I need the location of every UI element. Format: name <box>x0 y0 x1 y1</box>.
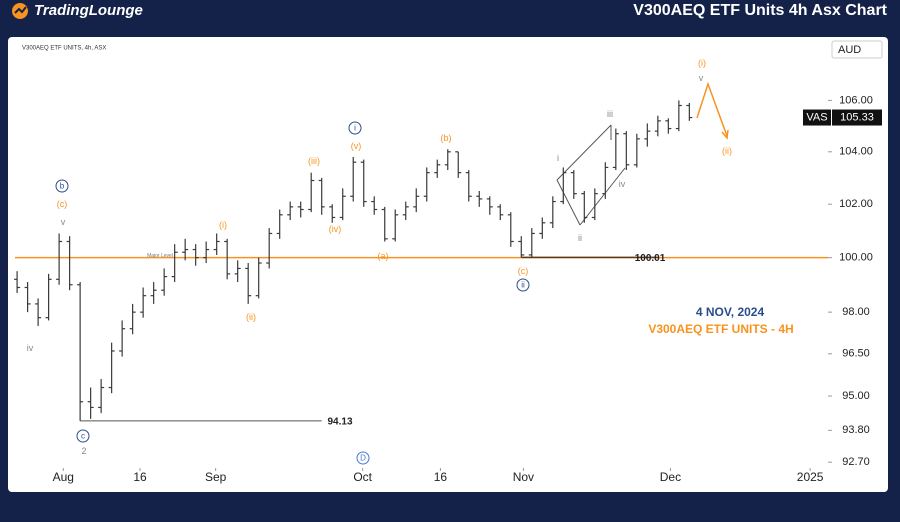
wave-circle <box>76 429 90 443</box>
wave-label: i <box>557 153 559 163</box>
wave-circle <box>348 121 362 135</box>
y-tick-label: 92.70 <box>842 456 870 468</box>
chart-note: V300AEQ ETF UNITS - 4H <box>648 322 793 336</box>
x-tick-label: 2025 <box>797 470 824 484</box>
y-tick-label: 93.80 <box>842 424 870 436</box>
y-tick-label: 95.00 <box>842 390 870 402</box>
x-tick-label: 16 <box>434 470 448 484</box>
wave-label: (iii) <box>308 156 320 166</box>
page-title: V300AEQ ETF Units 4h Asx Chart <box>633 2 887 19</box>
wave-label: D <box>360 454 366 463</box>
wave-label: (c) <box>518 266 529 276</box>
wave-label: b <box>60 182 65 191</box>
level-label: 100.01 <box>635 253 666 264</box>
wave-label: (ii) <box>246 312 256 322</box>
level-label: 94.13 <box>327 417 352 428</box>
wave-label: iv <box>619 179 626 189</box>
wave-label: c <box>81 432 85 441</box>
y-tick-label: 102.00 <box>839 198 873 210</box>
wave-label: (ii) <box>722 146 732 156</box>
arrow-head <box>721 129 729 140</box>
wave-label: (a) <box>378 251 389 261</box>
date-note: 4 NOV, 2024 <box>696 305 765 319</box>
y-tick-label: 98.00 <box>842 306 870 318</box>
wave-label: iii <box>607 109 613 119</box>
symbol-tag <box>803 109 831 126</box>
x-tick-label: 16 <box>133 470 147 484</box>
logo: TradingLounge <box>34 2 143 19</box>
wave-label: v <box>699 73 704 83</box>
chart-panel <box>8 37 888 492</box>
wave-label: (i) <box>698 58 706 68</box>
wave-label: ii <box>578 233 582 243</box>
wave-circle <box>55 179 69 193</box>
wave-label: 2 <box>81 446 86 456</box>
wave-label: v <box>61 217 66 227</box>
channel-line <box>556 179 581 226</box>
wave-circle <box>516 278 530 292</box>
chart-subtitle: V300AEQ ETF UNITS, 4h, ASX <box>22 46 106 52</box>
currency: AUD <box>838 44 861 56</box>
x-tick-label: Aug <box>53 470 74 484</box>
wave-label: i <box>354 124 356 133</box>
x-tick-label: Oct <box>353 470 372 484</box>
y-tick-label: 104.00 <box>839 146 873 158</box>
y-tick-label: 100.00 <box>839 252 873 264</box>
wave-label: (i) <box>219 220 227 230</box>
wave-label: ii <box>521 281 525 290</box>
symbol-label: VAS <box>806 111 827 123</box>
wave-label: (v) <box>351 141 362 151</box>
y-tick-label: 106.00 <box>839 94 873 106</box>
wave-label: (iv) <box>329 224 342 234</box>
currency-box <box>831 40 883 59</box>
x-tick-label: Sep <box>205 470 227 484</box>
logo-mark <box>14 6 27 14</box>
wave-label: (c) <box>57 199 68 209</box>
major-level-label: Major Level <box>147 253 173 259</box>
price-tag <box>832 109 882 126</box>
y-tick-label: 96.50 <box>842 348 870 360</box>
wave-label: (b) <box>441 133 452 143</box>
channel-line <box>579 167 626 226</box>
x-tick-label: Nov <box>513 470 534 484</box>
wave-circle <box>356 451 370 465</box>
channel-line <box>556 124 612 181</box>
price-label: 105.33 <box>840 111 874 123</box>
x-tick-label: Dec <box>660 470 681 484</box>
projection-arrow <box>696 81 728 137</box>
wave-label: iv <box>27 343 34 353</box>
